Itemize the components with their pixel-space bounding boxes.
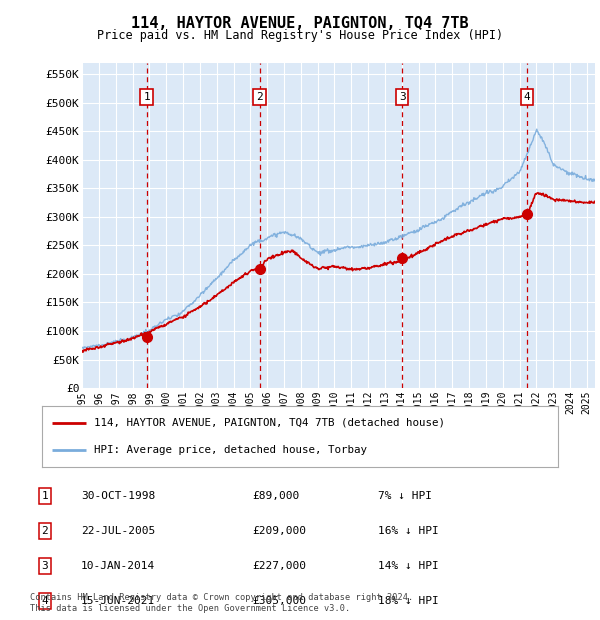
Text: 1: 1: [41, 491, 49, 501]
Text: 22-JUL-2005: 22-JUL-2005: [81, 526, 155, 536]
Text: 16% ↓ HPI: 16% ↓ HPI: [378, 526, 439, 536]
Text: 14% ↓ HPI: 14% ↓ HPI: [378, 561, 439, 571]
Text: 4: 4: [41, 596, 49, 606]
Text: £89,000: £89,000: [252, 491, 299, 501]
Text: 114, HAYTOR AVENUE, PAIGNTON, TQ4 7TB (detached house): 114, HAYTOR AVENUE, PAIGNTON, TQ4 7TB (d…: [94, 417, 445, 428]
Text: 2: 2: [256, 92, 263, 102]
Text: £209,000: £209,000: [252, 526, 306, 536]
Text: 10-JAN-2014: 10-JAN-2014: [81, 561, 155, 571]
Text: 7% ↓ HPI: 7% ↓ HPI: [378, 491, 432, 501]
Text: £227,000: £227,000: [252, 561, 306, 571]
Text: 2: 2: [41, 526, 49, 536]
Text: Price paid vs. HM Land Registry's House Price Index (HPI): Price paid vs. HM Land Registry's House …: [97, 29, 503, 42]
Text: 15-JUN-2021: 15-JUN-2021: [81, 596, 155, 606]
Text: 4: 4: [524, 92, 530, 102]
Text: 18% ↓ HPI: 18% ↓ HPI: [378, 596, 439, 606]
Text: 3: 3: [399, 92, 406, 102]
Text: Contains HM Land Registry data © Crown copyright and database right 2024.
This d: Contains HM Land Registry data © Crown c…: [30, 593, 413, 613]
Text: £305,000: £305,000: [252, 596, 306, 606]
Text: 30-OCT-1998: 30-OCT-1998: [81, 491, 155, 501]
Text: HPI: Average price, detached house, Torbay: HPI: Average price, detached house, Torb…: [94, 445, 367, 456]
Text: 114, HAYTOR AVENUE, PAIGNTON, TQ4 7TB: 114, HAYTOR AVENUE, PAIGNTON, TQ4 7TB: [131, 16, 469, 31]
Text: 3: 3: [41, 561, 49, 571]
Text: 1: 1: [143, 92, 150, 102]
